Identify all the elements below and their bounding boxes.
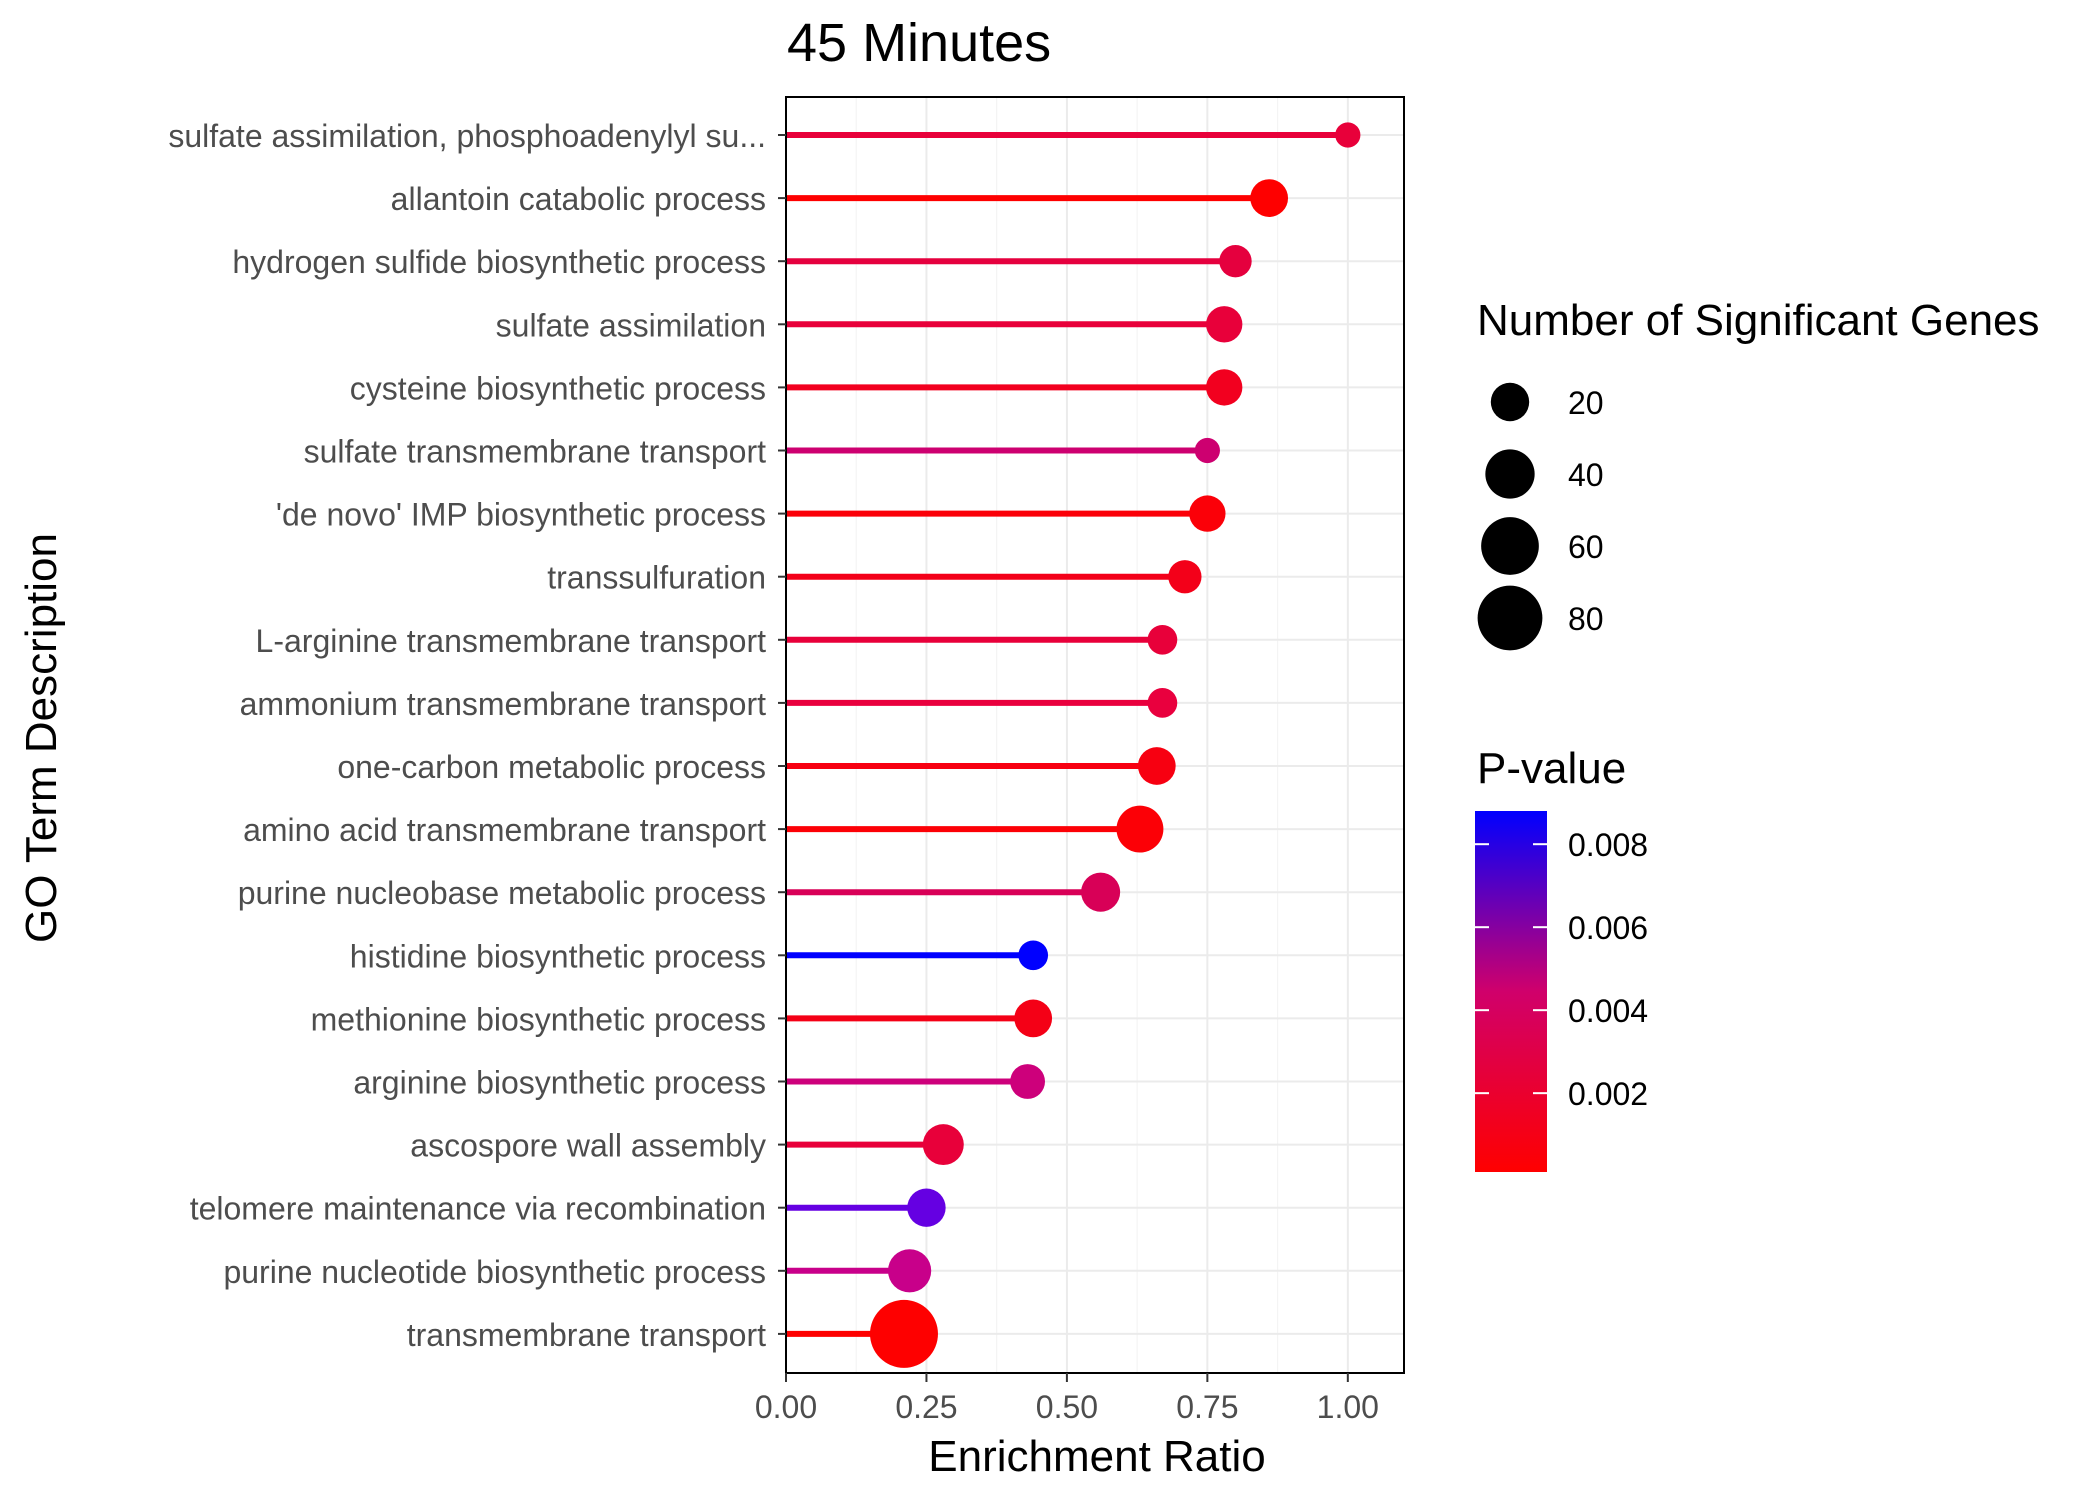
colorbar-tick-label: 0.002 [1568,1076,1648,1112]
y-tick-label: arginine biosynthetic process [353,1065,766,1101]
colorbar-tick-label: 0.004 [1568,993,1648,1029]
lollipop-point [1014,999,1053,1038]
y-tick-label: telomere maintenance via recombination [190,1191,766,1227]
y-tick-label: hydrogen sulfide biosynthetic process [232,244,766,280]
size-legend-key [1485,449,1535,499]
grid-lines [785,97,1404,1373]
y-tick-label: transsulfuration [547,560,766,596]
size-legend-label: 60 [1568,529,1604,565]
x-axis-title: Enrichment Ratio [928,1432,1266,1481]
x-axis-ticks: 0.00 0.25 0.50 0.75 1.00 [755,1373,1379,1425]
y-tick-label: transmembrane transport [407,1317,766,1353]
y-tick-label: purine nucleotide biosynthetic process [223,1254,766,1290]
lollipop-point [1168,560,1202,594]
size-legend-key [1477,585,1543,651]
lollipop-point [1206,306,1243,343]
size-legend-label: 40 [1568,457,1604,493]
lollipop-point [1250,179,1289,217]
x-tick-label: 1.00 [1317,1389,1379,1425]
lollipop-point [887,1249,932,1293]
y-tick-label: purine nucleobase metabolic process [238,875,766,911]
lollipop-stems [786,132,1348,1337]
size-legend-key [1490,382,1530,422]
x-tick-label: 0.25 [895,1389,957,1425]
lollipop-point [1137,747,1176,785]
lollipop-point [1219,244,1252,278]
lollipop-point [922,1124,964,1166]
lollipop-point [1010,1064,1046,1099]
size-legend-title: Number of Significant Genes [1477,296,2040,345]
color-legend-title: P-value [1477,744,1627,793]
lollipop-point [1189,495,1226,532]
colorbar-tick-label: 0.006 [1568,910,1648,946]
lollipop-point [869,1299,938,1368]
lollipop-point [1116,805,1164,853]
x-tick-label: 0.00 [755,1389,817,1425]
y-tick-label: cysteine biosynthetic process [350,370,766,406]
size-legend-key [1481,517,1539,575]
lollipop-point [1194,437,1220,464]
plot-panel-border [785,96,1405,1374]
y-tick-label: methionine biosynthetic process [311,1001,766,1037]
lollipop-point [907,1188,946,1227]
lollipop-point [1081,872,1121,912]
lollipop-point [1206,369,1243,406]
y-tick-label: 'de novo' IMP biosynthetic process [276,497,766,533]
y-tick-label: amino acid transmembrane transport [243,812,766,848]
x-tick-label: 0.50 [1036,1389,1098,1425]
y-tick-labels: sulfate assimilation, phosphoadenylyl su… [168,118,786,1353]
y-tick-label: ammonium transmembrane transport [240,686,767,722]
y-tick-label: allantoin catabolic process [391,181,766,217]
lollipop-points [869,122,1361,1368]
color-legend: 0.008 0.006 0.004 0.002 [1475,811,1648,1172]
size-legend-label: 20 [1568,385,1604,421]
y-tick-label: one-carbon metabolic process [337,749,766,785]
p-value-colorbar [1475,811,1547,1172]
y-tick-label: L-arginine transmembrane transport [256,623,767,659]
y-tick-label: histidine biosynthetic process [350,938,766,974]
lollipop-point [1147,688,1178,718]
colorbar-tick-label: 0.008 [1568,827,1648,863]
y-tick-label: ascospore wall assembly [410,1128,766,1164]
lollipop-point [1335,122,1361,148]
size-legend-label: 80 [1568,601,1604,637]
y-tick-label: sulfate assimilation, phosphoadenylyl su… [168,118,766,154]
lollipop-point [1018,940,1049,971]
y-tick-label: sulfate transmembrane transport [304,434,767,470]
lollipop-point [1147,624,1178,655]
chart-title: 45 Minutes [787,13,1052,73]
y-tick-label: sulfate assimilation [496,307,766,343]
x-tick-label: 0.75 [1176,1389,1238,1425]
size-legend: 20 40 60 80 [1477,382,1604,651]
